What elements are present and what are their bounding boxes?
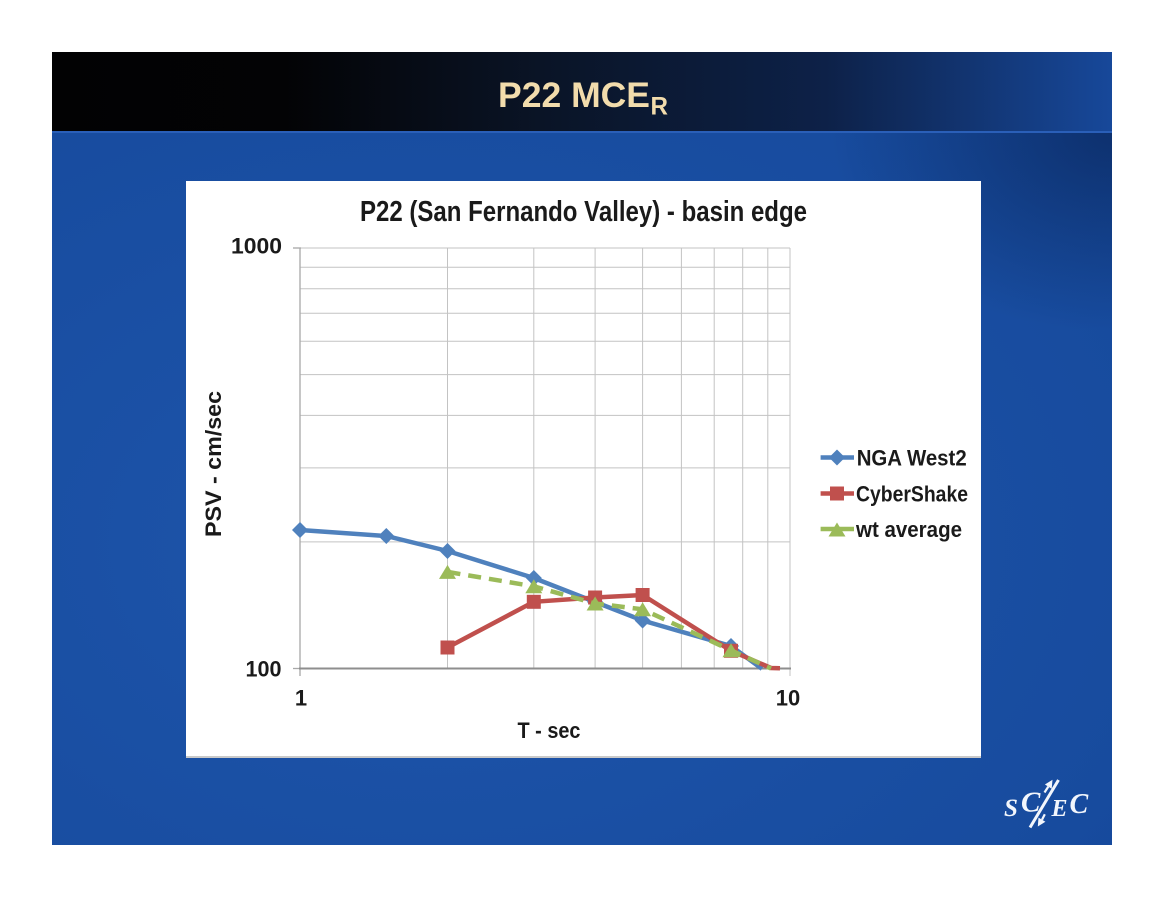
svg-text:C: C [1021, 787, 1041, 819]
svg-text:1: 1 [295, 686, 307, 711]
svg-text:100: 100 [246, 657, 282, 682]
svg-text:S: S [1004, 795, 1018, 822]
svg-text:P22 MCE: P22 MCE [498, 76, 650, 115]
svg-text:P22 (San Fernando Valley) - ba: P22 (San Fernando Valley) - basin edge [360, 196, 807, 228]
svg-text:wt average: wt average [855, 517, 962, 542]
svg-text:E: E [1051, 796, 1068, 822]
svg-text:1000: 1000 [231, 234, 282, 259]
svg-text:CyberShake: CyberShake [856, 482, 968, 507]
svg-text:PSV - cm/sec: PSV - cm/sec [201, 391, 226, 537]
svg-text:NGA West2: NGA West2 [857, 446, 967, 471]
svg-text:T - sec: T - sec [518, 718, 581, 743]
svg-text:R: R [651, 93, 669, 121]
svg-text:10: 10 [776, 686, 800, 711]
svg-text:C: C [1070, 789, 1089, 820]
